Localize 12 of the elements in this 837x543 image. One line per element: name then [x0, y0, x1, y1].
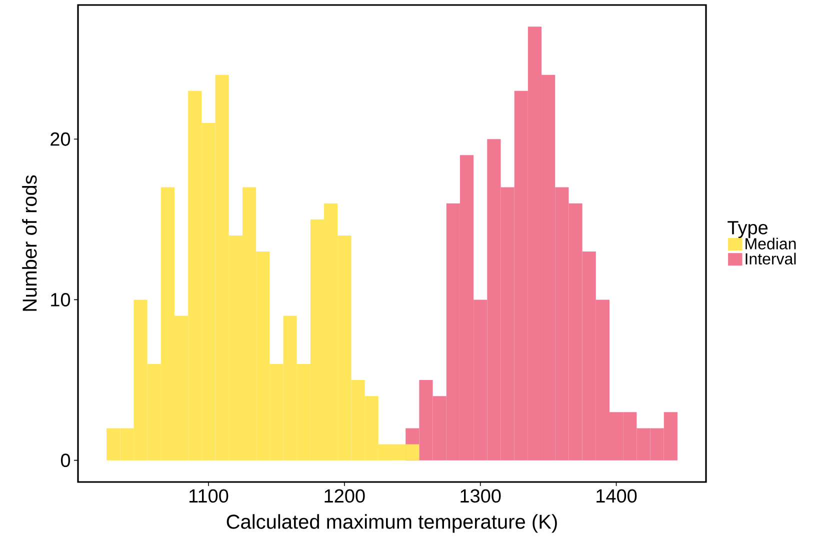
y-tick-label: 10 — [51, 292, 70, 306]
legend-label: Interval — [746, 252, 796, 265]
y-tick-label: 20 — [50, 132, 70, 146]
x-tick-label: 1400 — [596, 489, 637, 503]
y-tick-label: 0 — [60, 454, 70, 468]
legend-label: Median — [746, 238, 796, 250]
x-tick-label: 1200 — [324, 489, 365, 503]
x-axis-title: Calculated maximum temperature (K) — [226, 514, 557, 533]
y-axis-title: Number of rods — [22, 175, 37, 311]
x-tick-label: 1300 — [460, 489, 501, 503]
legend-title: Type — [728, 221, 768, 238]
x-tick-label: 1100 — [190, 489, 228, 503]
